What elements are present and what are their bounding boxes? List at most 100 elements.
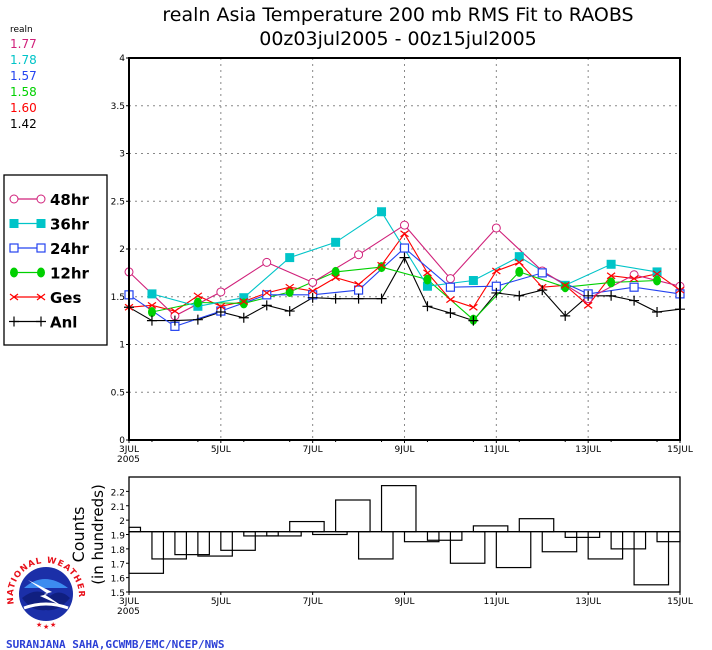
count-bar — [495, 531, 532, 569]
y-tick-label: 1.5 — [111, 589, 125, 599]
point-48hr — [216, 287, 226, 297]
point-24hr — [262, 290, 272, 300]
y-tick-label: 2 — [119, 517, 125, 527]
x-tick-label: 7JUL — [303, 597, 323, 607]
y-tick-label: 0 — [119, 436, 125, 446]
point-48hr — [262, 257, 272, 267]
count-bar — [266, 531, 302, 537]
point-ges — [216, 302, 226, 310]
point-ges — [446, 296, 455, 304]
point-ges — [652, 270, 662, 278]
point-ges — [285, 283, 295, 291]
chart-subtitle: 00z03jul2005 - 00z15jul2005 — [259, 28, 537, 50]
point-anl — [606, 290, 617, 301]
point-anl — [307, 292, 318, 303]
y-axis-label-2: (in hundreds) — [89, 484, 107, 585]
point-36hr — [652, 267, 662, 277]
y-tick-label: 2.5 — [111, 197, 125, 207]
legend-label-12hr: 12hr — [50, 265, 90, 283]
point-ges — [560, 281, 570, 289]
point-12hr — [653, 275, 662, 286]
point-ges — [606, 272, 616, 280]
legend-marker-36hr-icon — [36, 219, 46, 228]
y-tick-label: 4 — [119, 54, 125, 64]
count-bar — [220, 531, 256, 551]
point-anl — [169, 315, 180, 326]
point-12hr — [285, 286, 294, 297]
count-bar — [587, 531, 624, 560]
point-anl — [261, 300, 272, 311]
point-48hr — [629, 270, 639, 280]
nws-logo-icon: NATIONAL WEATHER SERVICE ★ ★ ★ — [6, 556, 85, 631]
point-24hr — [353, 285, 364, 295]
x-tick-label: 15JUL — [667, 597, 693, 607]
legend-marker-anl-icon — [9, 316, 19, 327]
point-anl — [215, 307, 226, 318]
x-tick-label: 13JUL — [575, 597, 601, 607]
svg-text:★: ★ — [36, 621, 42, 629]
summary-values: realn 1.77 1.78 1.57 1.58 1.60 1.42 — [10, 25, 37, 131]
point-24hr — [445, 282, 456, 292]
legend-label-36hr: 36hr — [50, 216, 90, 234]
point-anl — [238, 312, 249, 323]
point-36hr — [422, 281, 432, 291]
point-anl — [468, 315, 479, 326]
x-tick-label: 7JUL — [303, 445, 323, 455]
y-axis-label: Counts — [69, 507, 88, 563]
count-bar — [357, 531, 394, 560]
footer-credit: SURANJANA SAHA,GCWMB/EMC/NCEP/NWS — [6, 638, 225, 650]
count-bar — [380, 485, 417, 533]
point-anl — [330, 293, 341, 304]
legend-label-anl: Anl — [50, 314, 77, 332]
count-bar — [610, 531, 647, 550]
legend-marker-ges-icon — [9, 293, 19, 301]
legend-label-48hr: 48hr — [50, 191, 90, 209]
count-bar — [289, 520, 325, 533]
x-tick-label: 5JUL — [211, 597, 231, 607]
point-ges — [583, 301, 593, 309]
point-36hr — [377, 207, 387, 217]
point-anl — [583, 290, 594, 301]
x-tick-label: 11JUL — [483, 445, 509, 455]
legend-label-ges: Ges — [50, 289, 81, 307]
point-anl — [422, 301, 433, 312]
count-bar — [518, 518, 555, 533]
point-12hr — [515, 266, 524, 277]
point-12hr — [193, 297, 202, 308]
y-tick-label: 0.5 — [111, 388, 125, 398]
summary-value-24hr: 1.57 — [10, 69, 37, 83]
summary-value-ges: 1.60 — [10, 101, 37, 115]
legend-marker-ges-icon — [36, 293, 46, 301]
point-ges — [354, 280, 363, 288]
summary-value-48hr: 1.77 — [10, 37, 37, 51]
point-anl — [376, 293, 387, 304]
count-bar — [472, 525, 509, 533]
counts-frame — [128, 476, 681, 593]
point-36hr — [514, 252, 524, 262]
x-tick-label: 11JUL — [483, 597, 509, 607]
point-24hr — [399, 243, 410, 253]
y-tick-label: 1.5 — [111, 293, 125, 303]
count-bar — [335, 499, 371, 533]
point-ges — [239, 298, 249, 306]
x-tick-label: 13JUL — [575, 445, 601, 455]
point-36hr — [606, 259, 616, 269]
count-bar — [128, 526, 142, 533]
y-tick-label: 3.5 — [111, 102, 125, 112]
point-anl — [560, 310, 571, 321]
point-ges — [423, 269, 432, 277]
point-12hr — [331, 266, 340, 277]
point-anl — [652, 307, 663, 318]
count-bar — [128, 531, 165, 574]
legend-marker-36hr-icon — [9, 219, 19, 228]
point-48hr — [354, 250, 364, 260]
x-tick-label: 3JUL — [119, 445, 139, 455]
point-ges — [491, 267, 501, 275]
legend: 48hr 36hr 24hr 12hr Ges Anl — [3, 174, 108, 346]
point-anl — [146, 315, 157, 326]
point-ges — [629, 275, 639, 283]
